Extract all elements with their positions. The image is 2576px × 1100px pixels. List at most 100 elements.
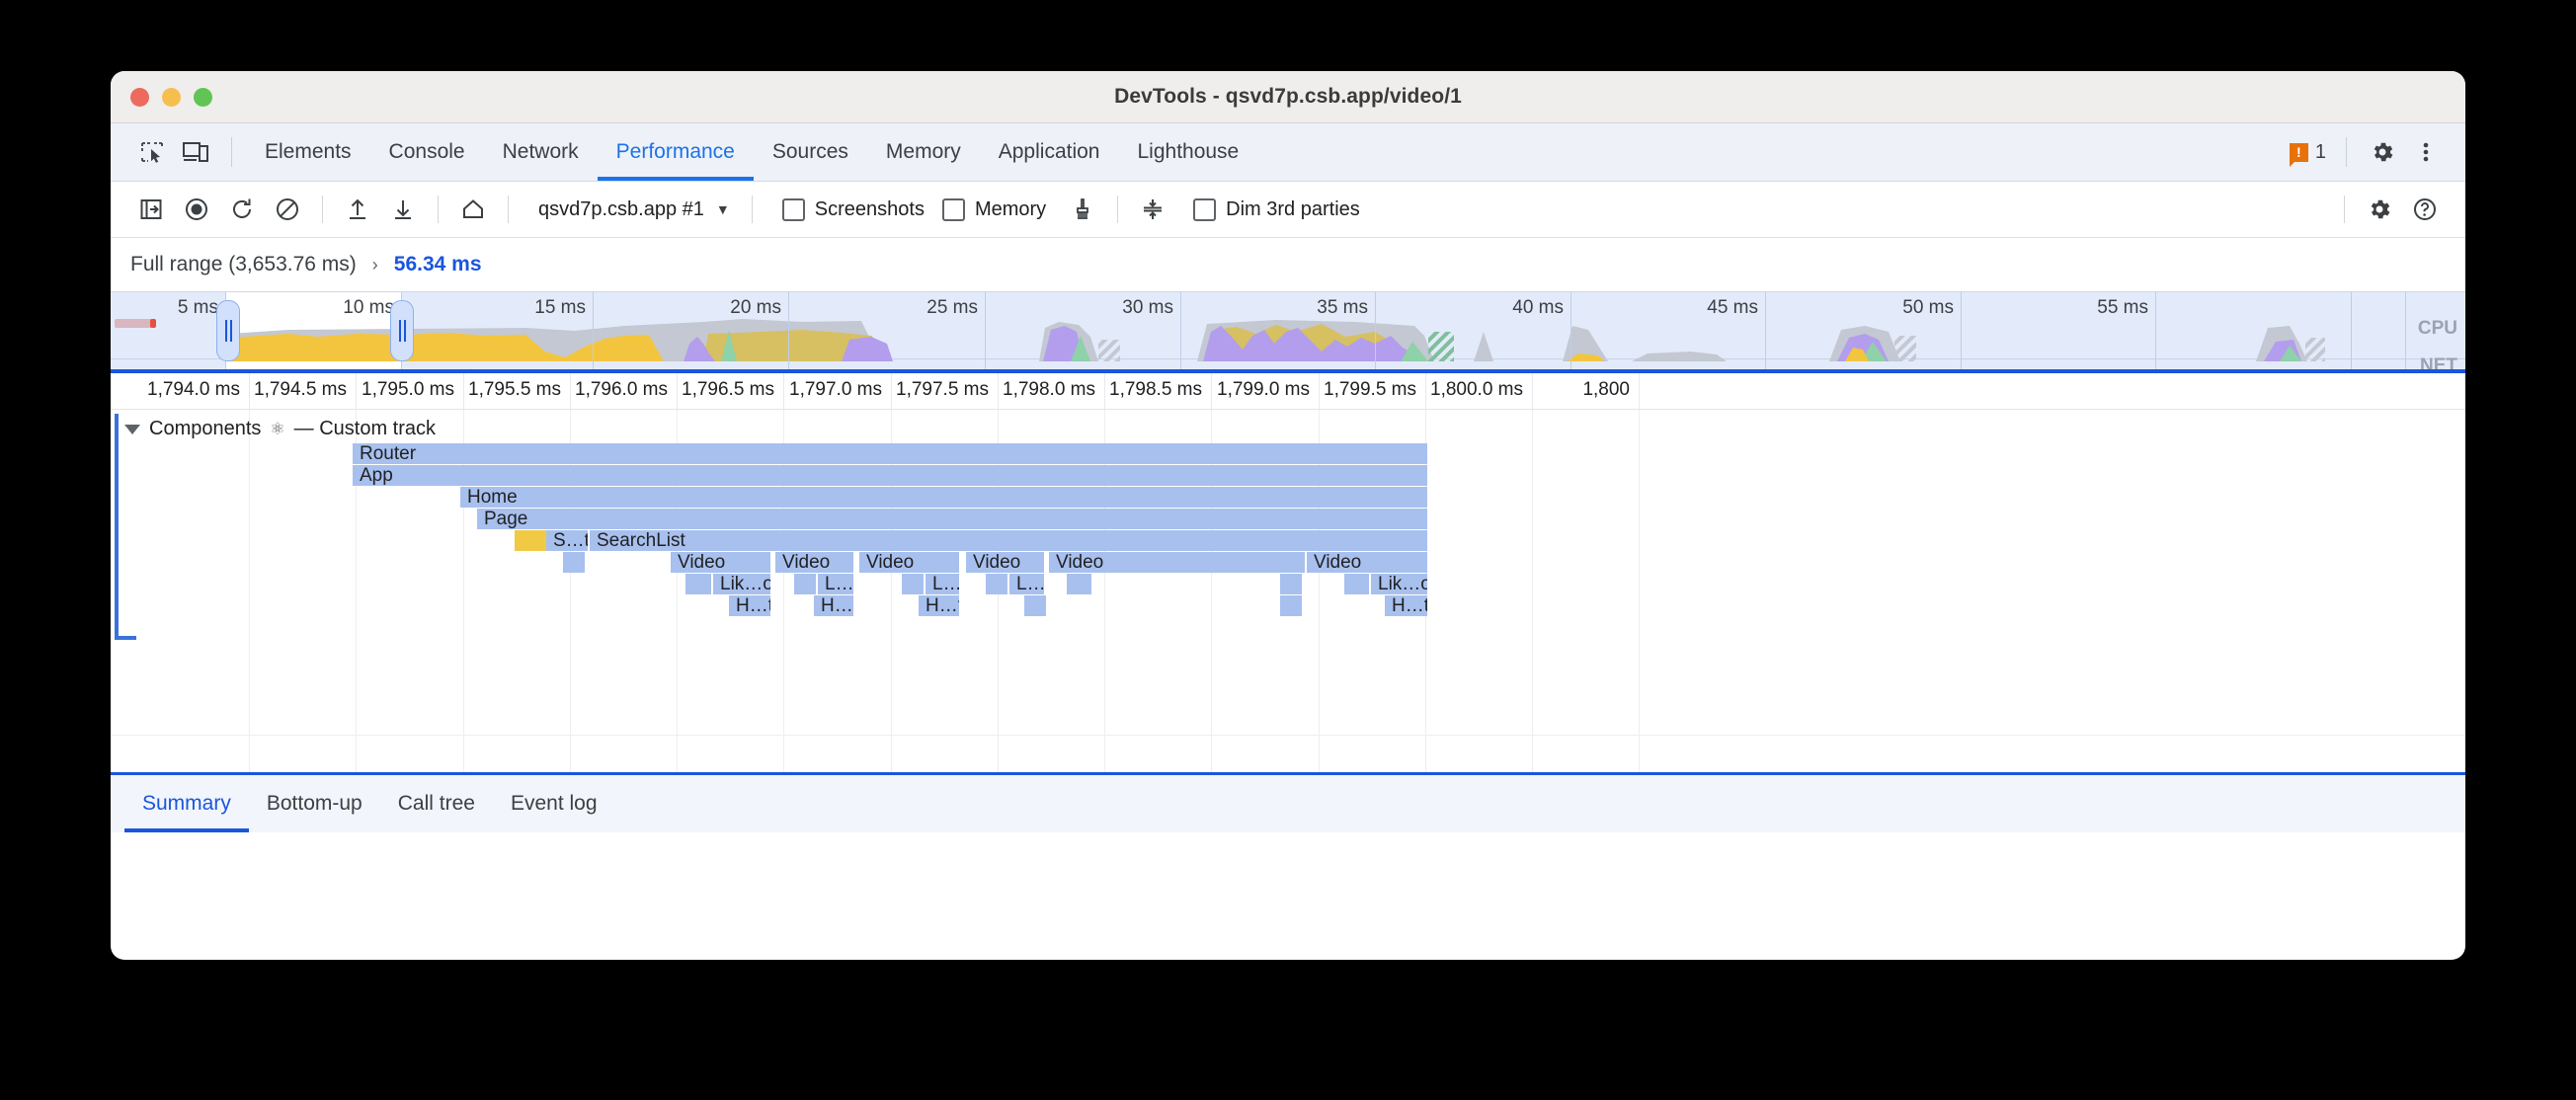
settings-gear-icon[interactable]	[2361, 130, 2404, 174]
flame-bar[interactable]	[1344, 574, 1369, 594]
clear-icon[interactable]	[265, 187, 310, 232]
flame-bar-l-n[interactable]: L…n	[1009, 574, 1044, 594]
ruler-label-5: 1,796.5 ms	[682, 379, 774, 400]
device-toolbar-icon[interactable]	[174, 130, 217, 174]
flame-bottom-divider	[111, 735, 2465, 736]
ruler-label-12: 1,800.0 ms	[1430, 379, 1523, 400]
track-header-components[interactable]: Components ⚛ — Custom track	[124, 418, 436, 440]
flame-bar-video[interactable]: Video	[859, 552, 959, 573]
flame-bar-video[interactable]: Video	[1307, 552, 1427, 573]
toggle-sidebar-icon[interactable]	[128, 187, 174, 232]
memory-checkbox[interactable]: Memory	[941, 197, 1047, 221]
flame-bar-video[interactable]: Video	[966, 552, 1044, 573]
overview-tick-15ms: 15 ms	[534, 297, 586, 318]
flame-bar-l-n[interactable]: L…n	[926, 574, 959, 594]
breadcrumb-full-range[interactable]: Full range (3,653.76 ms)	[130, 253, 357, 275]
flame-bar-video[interactable]: Video	[1049, 552, 1305, 573]
track-accent-foot	[115, 636, 136, 640]
help-icon[interactable]	[2402, 187, 2448, 232]
minimize-window-button[interactable]	[162, 87, 181, 107]
chevron-down-icon: ▼	[715, 201, 730, 217]
breadcrumb-current-range[interactable]: 56.34 ms	[393, 253, 482, 275]
dim-3rd-parties-checkbox[interactable]: Dim 3rd parties	[1193, 197, 1360, 221]
screenshots-label: Screenshots	[814, 197, 925, 220]
download-profile-icon[interactable]	[380, 187, 426, 232]
close-window-button[interactable]	[130, 87, 149, 107]
flame-bar-searchlist[interactable]: SearchList	[590, 530, 1427, 551]
tab-call-tree[interactable]: Call tree	[397, 792, 475, 815]
tab-memory[interactable]: Memory	[885, 140, 961, 163]
warning-count: 1	[2314, 140, 2326, 163]
tab-summary[interactable]: Summary	[124, 775, 249, 832]
flame-bar-l-n[interactable]: L…n	[818, 574, 853, 594]
tab-elements[interactable]: Elements	[265, 140, 352, 163]
memory-label: Memory	[974, 197, 1047, 220]
flame-bar-lik-on[interactable]: Lik…on	[1371, 574, 1427, 594]
flame-bar[interactable]	[515, 530, 546, 551]
flame-bar-h-t[interactable]: H…t	[919, 595, 959, 616]
flame-bar-video[interactable]: Video	[775, 552, 853, 573]
flame-bar-lik-on[interactable]: Lik…on	[713, 574, 770, 594]
right-drag-handle[interactable]	[390, 300, 414, 361]
tab-sources[interactable]: Sources	[771, 140, 848, 163]
flame-bar[interactable]	[794, 574, 816, 594]
ruler-label-13: 1,800	[1582, 379, 1630, 400]
timeline-overview[interactable]: 5 ms 10 ms 15 ms 20 ms 25 ms 30 ms 35 ms…	[111, 291, 2465, 373]
flame-bar[interactable]	[1024, 595, 1046, 616]
left-drag-handle[interactable]	[216, 300, 240, 361]
flame-bar[interactable]	[986, 574, 1007, 594]
flame-bar[interactable]	[1067, 574, 1091, 594]
toolbar-divider-6	[2344, 196, 2345, 223]
tab-event-log[interactable]: Event log	[510, 792, 598, 815]
capture-settings-gear-icon[interactable]	[2357, 187, 2402, 232]
flame-bar-s-t[interactable]: S…t	[546, 530, 588, 551]
more-options-icon[interactable]	[2404, 130, 2448, 174]
overview-tick-45ms: 45 ms	[1707, 297, 1758, 318]
flame-bar-home[interactable]: Home	[460, 487, 1427, 508]
net-request-marker	[150, 319, 156, 328]
chevron-down-icon[interactable]	[124, 424, 140, 434]
flame-bar[interactable]	[902, 574, 924, 594]
flame-bar-app[interactable]: App	[353, 465, 1427, 486]
flame-bar-video[interactable]: Video	[671, 552, 770, 573]
tab-application[interactable]: Application	[998, 140, 1100, 163]
tab-performance[interactable]: Performance	[598, 123, 754, 181]
ruler-label-8: 1,798.0 ms	[1003, 379, 1095, 400]
flame-bar-h-t[interactable]: H…t	[1385, 595, 1427, 616]
flame-chart[interactable]: Components ⚛ — Custom track Router App Hom…	[111, 410, 2465, 772]
collapse-expand-icon[interactable]	[1130, 187, 1175, 232]
overview-bottom-border	[111, 369, 2465, 373]
ruler-label-4: 1,796.0 ms	[575, 379, 668, 400]
tab-console[interactable]: Console	[388, 140, 465, 163]
window-title: DevTools - qsvd7p.csb.app/video/1	[1114, 85, 1462, 108]
profile-select[interactable]: qsvd7p.csb.app #1 ▼	[526, 198, 740, 221]
flame-bar[interactable]	[1280, 574, 1302, 594]
flame-bar[interactable]	[1280, 595, 1302, 616]
overview-tick-50ms: 50 ms	[1902, 297, 1954, 318]
record-icon[interactable]	[174, 187, 219, 232]
flame-bar[interactable]	[563, 552, 585, 573]
screenshots-checkbox-box	[781, 197, 805, 221]
overview-tick-20ms: 20 ms	[730, 297, 781, 318]
upload-profile-icon[interactable]	[335, 187, 380, 232]
flame-bar[interactable]	[685, 574, 711, 594]
dim-3rd-parties-checkbox-box	[1193, 197, 1217, 221]
tab-bottom-up[interactable]: Bottom-up	[266, 792, 362, 815]
trash-brush-icon[interactable]	[1060, 187, 1105, 232]
warning-icon: !	[2289, 142, 2308, 167]
flame-bar-h-t[interactable]: H…t	[814, 595, 853, 616]
flame-bar-page[interactable]: Page	[477, 509, 1427, 529]
screenshots-checkbox[interactable]: Screenshots	[781, 197, 925, 221]
inspect-element-icon[interactable]	[130, 130, 174, 174]
tab-lighthouse[interactable]: Lighthouse	[1137, 140, 1240, 163]
flame-bar-h-t[interactable]: H…t	[729, 595, 770, 616]
warning-badge[interactable]: ! 1	[2289, 140, 2326, 167]
devtools-window: DevTools - qsvd7p.csb.app/video/1 Elemen…	[111, 71, 2465, 960]
toolbar-divider-5	[1117, 196, 1119, 223]
zoom-window-button[interactable]	[194, 87, 212, 107]
ruler-label-3: 1,795.5 ms	[468, 379, 561, 400]
reload-and-record-icon[interactable]	[219, 187, 265, 232]
flame-bar-router[interactable]: Router	[353, 443, 1427, 464]
tab-network[interactable]: Network	[502, 140, 579, 163]
home-icon[interactable]	[450, 187, 496, 232]
